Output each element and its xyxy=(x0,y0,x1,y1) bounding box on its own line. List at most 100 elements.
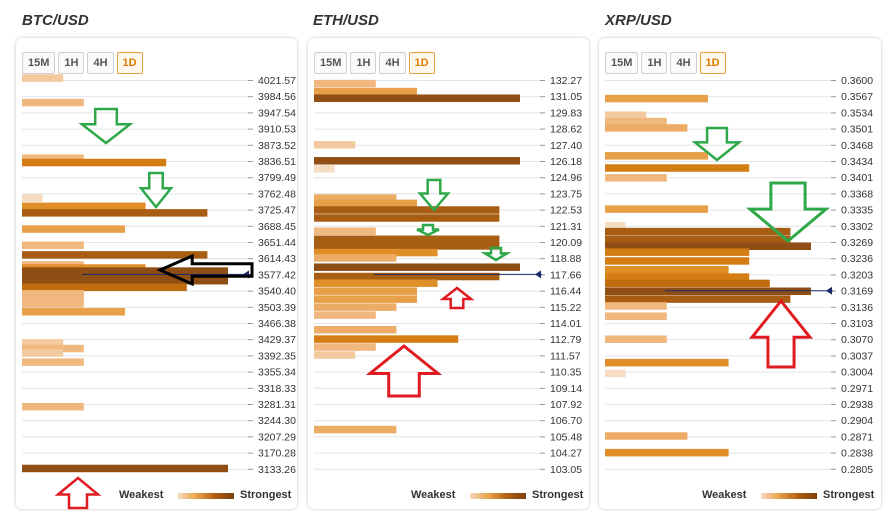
confluence-bar xyxy=(22,225,125,233)
confluence-bar xyxy=(22,251,208,259)
price-tick-label: 0.2938 xyxy=(841,399,873,411)
price-tick-label: 3355.34 xyxy=(258,367,296,379)
price-tick-label: 0.3368 xyxy=(841,188,873,200)
tab-4h[interactable]: 4H xyxy=(379,52,406,74)
confluence-bar xyxy=(314,227,376,236)
confluence-bar xyxy=(314,279,438,287)
arrow-down-icon xyxy=(745,181,831,243)
confluence-bar xyxy=(314,343,376,351)
tab-4h[interactable]: 4H xyxy=(87,52,114,74)
confluence-bar xyxy=(22,241,84,250)
confluence-bar xyxy=(314,199,417,208)
confluence-bar xyxy=(314,94,520,102)
price-tick-label: 0.2805 xyxy=(841,464,873,476)
price-tick-label: 0.3468 xyxy=(841,140,873,152)
legend-weakest-label: Weakest xyxy=(411,489,456,501)
price-tick-label: 3836.51 xyxy=(258,156,296,168)
confluence-bar xyxy=(605,448,729,457)
confluence-bar xyxy=(22,464,228,473)
price-tick-label: 123.75 xyxy=(550,188,582,200)
legend: Weakest Strongest xyxy=(599,489,881,503)
tab-4h[interactable]: 4H xyxy=(670,52,697,74)
price-tick-label: 121.31 xyxy=(550,221,582,233)
price-tick-label: 0.3136 xyxy=(841,302,873,314)
confluence-bar xyxy=(605,312,667,320)
confluence-bar xyxy=(605,94,708,103)
price-tick-label: 106.70 xyxy=(550,415,582,427)
legend-gradient xyxy=(761,493,817,499)
confluence-bar xyxy=(314,303,397,311)
confluence-bar xyxy=(605,266,729,274)
price-tick-label: 0.3302 xyxy=(841,221,873,233)
price-tick-label: 120.09 xyxy=(550,237,582,249)
confluence-bar xyxy=(314,157,520,165)
confluence-bar xyxy=(314,214,500,222)
price-tick-label: 3651.44 xyxy=(258,237,296,249)
price-tick-label: 103.05 xyxy=(550,464,582,476)
arrow-down-icon xyxy=(78,107,134,145)
confluence-bar xyxy=(605,174,667,182)
price-tick-label: 3392.35 xyxy=(258,350,296,362)
arrow-down-icon xyxy=(480,246,512,262)
price-tick-label: 128.62 xyxy=(550,124,582,136)
tab-15m[interactable]: 15M xyxy=(605,52,639,74)
price-tick-label: 0.3103 xyxy=(841,318,873,330)
current-price-marker xyxy=(826,286,832,295)
price-tick-label: 3244.30 xyxy=(258,415,296,427)
price-tick-label: 118.88 xyxy=(550,253,581,265)
price-tick-label: 124.96 xyxy=(550,172,582,184)
confluence-bar xyxy=(22,98,84,107)
confluence-bar xyxy=(314,295,417,303)
legend-gradient xyxy=(470,493,526,499)
price-tick-label: 3799.49 xyxy=(258,172,296,184)
price-tick-label: 3577.42 xyxy=(258,269,296,281)
confluence-bar xyxy=(22,271,228,280)
tab-1h[interactable]: 1H xyxy=(350,52,377,74)
confluence-bar xyxy=(605,257,750,265)
confluence-bar xyxy=(22,344,84,353)
confluence-bar xyxy=(22,358,84,366)
arrow-down-icon xyxy=(691,126,743,162)
tab-15m[interactable]: 15M xyxy=(22,52,56,74)
price-tick-label: 126.18 xyxy=(550,156,582,168)
confluence-bar xyxy=(22,267,228,275)
price-tick-label: 114.01 xyxy=(550,318,581,330)
price-tick-label: 3910.53 xyxy=(258,124,296,136)
arrow-down-icon xyxy=(417,178,451,212)
arrow-left-icon xyxy=(156,253,254,287)
legend-gradient xyxy=(178,493,234,499)
tab-15m[interactable]: 15M xyxy=(314,52,348,74)
price-tick-label: 0.3434 xyxy=(841,156,873,168)
price-tick-label: 0.2904 xyxy=(841,415,873,427)
confluence-bar xyxy=(605,302,667,310)
tab-1d[interactable]: 1D xyxy=(408,52,435,74)
confluence-bar xyxy=(605,152,708,160)
arrow-up-icon xyxy=(748,298,814,369)
confluence-bar xyxy=(22,349,64,357)
confluence-bar xyxy=(605,227,791,236)
confluence-bar xyxy=(22,403,84,411)
confluence-bar xyxy=(314,425,397,434)
confluence-bar xyxy=(314,242,500,250)
btc-usd-chart: 4021.57 3984.56 3947.54 3910.53 3873.52 3836.… xyxy=(22,74,296,510)
confluence-bar xyxy=(22,283,187,292)
eth-usd-title: ETH/USD xyxy=(313,12,379,29)
price-tick-label: 3540.40 xyxy=(258,286,296,298)
tab-1h[interactable]: 1H xyxy=(58,52,85,74)
tab-1h[interactable]: 1H xyxy=(641,52,668,74)
confluence-bar xyxy=(314,335,459,343)
price-tick-label: 112.79 xyxy=(550,334,581,346)
tab-1d[interactable]: 1D xyxy=(116,52,143,74)
price-tick-label: 116.44 xyxy=(550,286,581,298)
price-tick-label: 3984.56 xyxy=(258,91,296,103)
timeframe-tabs: 15M 1H 4H 1D xyxy=(314,52,435,74)
price-tick-label: 3688.45 xyxy=(258,221,296,233)
legend: Weakest Strongest xyxy=(16,489,297,503)
confluence-bar xyxy=(605,335,667,343)
confluence-bar xyxy=(314,79,376,88)
confluence-bar xyxy=(314,235,500,244)
confluence-bar xyxy=(22,339,64,347)
legend-weakest-label: Weakest xyxy=(119,489,164,501)
tab-1d[interactable]: 1D xyxy=(699,52,726,74)
price-tick-label: 3503.39 xyxy=(258,302,296,314)
